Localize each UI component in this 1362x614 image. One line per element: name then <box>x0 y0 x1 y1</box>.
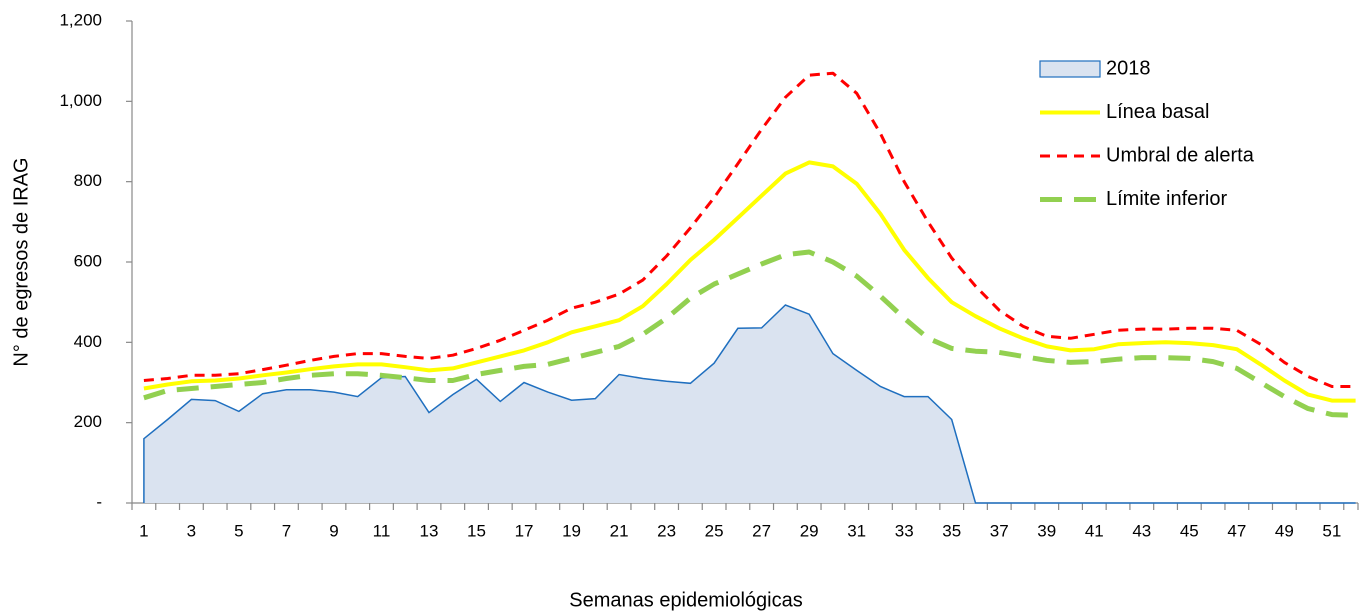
area-line <box>143 304 1356 504</box>
y-axis-title: N° de egresos de IRAG <box>10 157 32 366</box>
legend-label: Línea basal <box>1106 101 1209 123</box>
x-tick-label: 35 <box>942 521 961 540</box>
x-tick-label: 41 <box>1085 521 1104 540</box>
x-axis-title: Semanas epidemiológicas <box>569 589 802 611</box>
x-tick-label: 3 <box>187 521 196 540</box>
legend-label: Umbral de alerta <box>1106 144 1255 166</box>
legend-label: Límite inferior <box>1106 188 1227 210</box>
y-tick-label: - <box>96 492 102 511</box>
x-tick-label: 25 <box>705 521 724 540</box>
x-tick-label: 15 <box>467 521 486 540</box>
x-tick-label: 33 <box>895 521 914 540</box>
y-tick-label: 1,000 <box>59 91 102 110</box>
x-tick-label: 19 <box>562 521 581 540</box>
x-tick-label: 17 <box>515 521 534 540</box>
x-tick-label: 29 <box>800 521 819 540</box>
y-tick-label: 600 <box>74 251 102 270</box>
y-tick-label: 400 <box>74 332 102 351</box>
area <box>143 305 1356 503</box>
x-tick-label: 13 <box>420 521 439 540</box>
x-tick-label: 49 <box>1275 521 1294 540</box>
x-tick-label: 21 <box>610 521 629 540</box>
line <box>143 160 1356 403</box>
line <box>143 71 1356 388</box>
y-tick-label: 1,200 <box>59 10 102 29</box>
x-tick-label: 5 <box>234 521 243 540</box>
y-tick-label: 200 <box>74 412 102 431</box>
legend-label: 2018 <box>1106 57 1151 79</box>
x-tick-label: 51 <box>1322 521 1341 540</box>
x-tick-label: 43 <box>1132 521 1151 540</box>
x-tick-label: 11 <box>373 521 391 540</box>
x-tick-label: 39 <box>1037 521 1056 540</box>
x-tick-label: 45 <box>1180 521 1199 540</box>
x-tick-label: 27 <box>752 521 771 540</box>
x-tick-label: 7 <box>282 521 291 540</box>
x-tick-label: 47 <box>1227 521 1246 540</box>
x-tick-label: 37 <box>990 521 1009 540</box>
line <box>143 249 1356 418</box>
y-tick-label: 800 <box>74 171 102 190</box>
x-tick-label: 9 <box>329 521 338 540</box>
x-tick-label: 23 <box>657 521 676 540</box>
legend-swatch <box>1039 60 1101 78</box>
x-tick-label: 31 <box>847 521 866 540</box>
x-tick-label: 1 <box>139 521 148 540</box>
